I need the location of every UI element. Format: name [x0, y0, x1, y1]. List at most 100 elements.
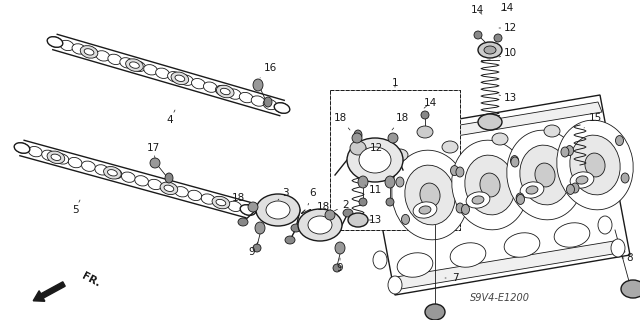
- Ellipse shape: [557, 120, 633, 210]
- Ellipse shape: [417, 126, 433, 138]
- Ellipse shape: [156, 68, 170, 78]
- Ellipse shape: [214, 197, 228, 208]
- Ellipse shape: [72, 44, 86, 54]
- Ellipse shape: [466, 192, 490, 208]
- Ellipse shape: [452, 140, 528, 230]
- Ellipse shape: [359, 198, 367, 206]
- Ellipse shape: [55, 154, 68, 164]
- Ellipse shape: [255, 222, 265, 234]
- Ellipse shape: [204, 82, 217, 92]
- Ellipse shape: [478, 114, 502, 130]
- Text: 12: 12: [366, 143, 383, 153]
- Bar: [330, 90, 460, 230]
- Ellipse shape: [621, 173, 629, 183]
- Ellipse shape: [238, 218, 248, 226]
- Text: 13: 13: [369, 215, 381, 225]
- Ellipse shape: [180, 75, 193, 85]
- Ellipse shape: [456, 167, 464, 177]
- Ellipse shape: [419, 206, 431, 214]
- Ellipse shape: [386, 198, 394, 206]
- Ellipse shape: [396, 177, 404, 187]
- Ellipse shape: [120, 58, 134, 68]
- Ellipse shape: [227, 89, 241, 99]
- Ellipse shape: [570, 135, 620, 195]
- Ellipse shape: [275, 103, 289, 113]
- Ellipse shape: [228, 201, 241, 212]
- Ellipse shape: [191, 78, 205, 89]
- Ellipse shape: [348, 213, 368, 227]
- Ellipse shape: [165, 173, 173, 183]
- Text: 15: 15: [584, 113, 602, 128]
- Text: 3: 3: [278, 188, 288, 200]
- Ellipse shape: [325, 210, 335, 220]
- Ellipse shape: [148, 179, 162, 190]
- Ellipse shape: [216, 199, 226, 206]
- Ellipse shape: [392, 149, 408, 161]
- Ellipse shape: [420, 183, 440, 207]
- Ellipse shape: [84, 47, 98, 58]
- Text: 8: 8: [622, 253, 634, 263]
- Ellipse shape: [373, 251, 387, 269]
- Ellipse shape: [472, 196, 484, 204]
- Text: S9V4-E1200: S9V4-E1200: [470, 293, 530, 303]
- Ellipse shape: [239, 92, 253, 103]
- Text: 9: 9: [337, 258, 343, 273]
- Polygon shape: [390, 240, 625, 290]
- Ellipse shape: [504, 233, 540, 257]
- Ellipse shape: [484, 46, 496, 54]
- Ellipse shape: [171, 72, 189, 84]
- Text: 14: 14: [500, 3, 514, 13]
- Ellipse shape: [308, 216, 332, 234]
- Ellipse shape: [95, 165, 109, 175]
- Ellipse shape: [397, 253, 433, 277]
- Text: 10: 10: [499, 48, 516, 58]
- Ellipse shape: [442, 141, 458, 153]
- Ellipse shape: [405, 165, 455, 225]
- Ellipse shape: [388, 276, 402, 294]
- Ellipse shape: [188, 190, 202, 201]
- Ellipse shape: [47, 37, 63, 47]
- Ellipse shape: [576, 176, 588, 184]
- Ellipse shape: [212, 196, 230, 209]
- Ellipse shape: [520, 145, 570, 205]
- Ellipse shape: [132, 61, 145, 71]
- Ellipse shape: [47, 151, 65, 164]
- Ellipse shape: [616, 136, 623, 146]
- Ellipse shape: [216, 85, 234, 98]
- Ellipse shape: [388, 133, 398, 143]
- Ellipse shape: [358, 176, 368, 188]
- Ellipse shape: [516, 193, 524, 203]
- Ellipse shape: [274, 103, 290, 113]
- Ellipse shape: [104, 166, 121, 179]
- Ellipse shape: [241, 205, 255, 215]
- Ellipse shape: [264, 97, 272, 107]
- Ellipse shape: [611, 239, 625, 257]
- Ellipse shape: [354, 130, 362, 140]
- Ellipse shape: [28, 147, 42, 157]
- Ellipse shape: [81, 161, 95, 172]
- Ellipse shape: [535, 163, 555, 187]
- Text: 18: 18: [316, 202, 330, 212]
- Ellipse shape: [474, 31, 482, 39]
- Ellipse shape: [465, 155, 515, 215]
- Text: 12: 12: [499, 23, 516, 33]
- Ellipse shape: [161, 183, 175, 193]
- Ellipse shape: [478, 42, 502, 58]
- Ellipse shape: [585, 153, 605, 177]
- Text: 18: 18: [333, 113, 350, 130]
- Ellipse shape: [84, 49, 94, 55]
- Text: 5: 5: [72, 200, 80, 215]
- Ellipse shape: [621, 280, 640, 298]
- Ellipse shape: [108, 168, 122, 179]
- Ellipse shape: [68, 157, 82, 168]
- Ellipse shape: [175, 187, 188, 197]
- Ellipse shape: [51, 154, 61, 161]
- Text: 13: 13: [499, 93, 516, 103]
- Ellipse shape: [135, 176, 148, 186]
- Ellipse shape: [248, 202, 258, 212]
- Ellipse shape: [220, 88, 230, 95]
- Ellipse shape: [566, 184, 575, 195]
- Text: 2: 2: [335, 200, 349, 211]
- Ellipse shape: [350, 141, 366, 155]
- Ellipse shape: [266, 201, 290, 219]
